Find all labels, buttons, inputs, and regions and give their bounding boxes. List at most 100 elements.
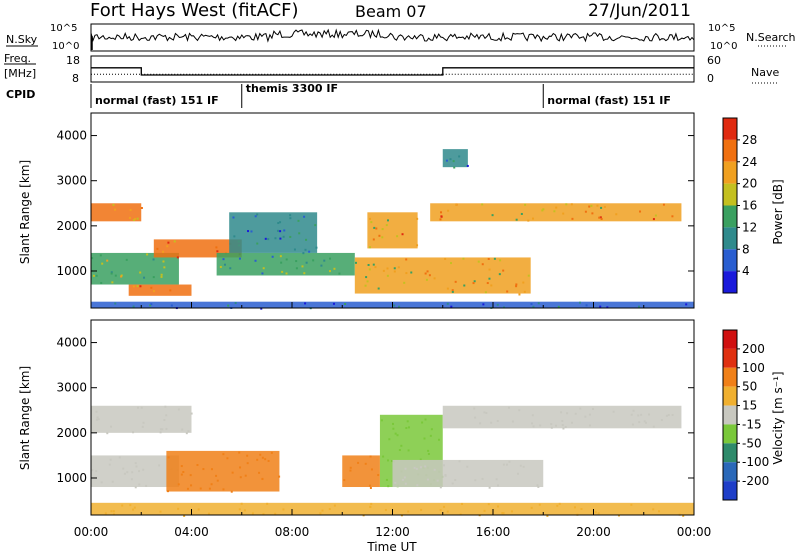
time-tick-label-2: 08:00	[275, 525, 310, 539]
cpid-segment-1: themis 3300 IF	[246, 82, 338, 95]
y-tick-label-3: 4000	[56, 129, 87, 143]
echo-speckle	[391, 460, 394, 463]
velocity-ylabel: Slant Range [km]	[18, 366, 32, 470]
echo-speckle	[246, 462, 249, 465]
echo-speckle	[561, 424, 564, 427]
echo-speckle	[497, 505, 500, 508]
echo-speckle	[424, 272, 427, 275]
echo-speckle	[372, 263, 375, 266]
echo-speckle	[386, 267, 389, 270]
echo-speckle	[274, 237, 277, 240]
echo-speckle	[208, 487, 211, 490]
echo-speckle	[454, 280, 457, 283]
echo-speckle	[132, 218, 135, 221]
echo-speckle	[180, 473, 183, 476]
echo-speckle	[573, 506, 576, 509]
echo-speckle	[560, 411, 563, 414]
echo-speckle	[562, 212, 565, 215]
echo-speckle	[648, 413, 651, 416]
echo-speckle	[407, 510, 410, 513]
echo-speckle	[145, 484, 148, 487]
echo-speckle	[486, 282, 489, 285]
echo-speckle	[280, 261, 283, 264]
echo-speckle	[369, 506, 372, 509]
echo-speckle	[97, 418, 100, 421]
noise-left-tick-bottom: 10^0	[52, 41, 79, 52]
echo-speckle	[588, 413, 591, 416]
echo-speckle	[100, 481, 103, 484]
echo-speckle	[293, 248, 296, 251]
echo-speckle	[450, 262, 453, 265]
echo-speckle	[498, 273, 501, 276]
echo-speckle	[216, 250, 219, 253]
echo-speckle	[440, 215, 443, 218]
echo-speckle	[436, 479, 439, 482]
power-axes: 1000 2000 3000 4000	[56, 129, 695, 308]
echo-speckle	[596, 204, 599, 207]
echo-speckle	[96, 416, 99, 419]
echo-speckle	[303, 272, 306, 275]
echo-speckle	[446, 510, 449, 513]
power-colorbar-tick-label-4: 12	[742, 220, 757, 234]
echo-speckle	[319, 512, 322, 515]
echo-region-4	[216, 252, 355, 276]
echo-region-9	[442, 149, 468, 168]
echo-speckle	[120, 275, 123, 278]
echo-speckle	[368, 246, 371, 249]
echo-speckle	[584, 415, 587, 418]
echo-speckle	[222, 453, 225, 456]
echo-speckle	[92, 274, 95, 277]
echo-speckle	[497, 484, 500, 487]
echo-speckle	[530, 506, 533, 509]
echo-speckle	[279, 237, 282, 240]
echo-speckle	[320, 264, 323, 267]
echo-speckle	[639, 210, 642, 213]
echo-speckle	[374, 266, 377, 269]
date-label: 27/Jun/2011	[588, 1, 691, 21]
echo-speckle	[152, 290, 155, 293]
echo-speckle	[477, 260, 480, 263]
echo-speckle	[366, 280, 369, 283]
echo-speckle	[406, 420, 409, 423]
echo-region-6	[354, 257, 531, 294]
echo-speckle	[487, 257, 490, 260]
echo-speckle	[579, 407, 582, 410]
echo-speckle	[138, 470, 141, 473]
echo-speckle	[261, 272, 264, 275]
echo-speckle	[132, 305, 135, 308]
echo-speckle	[132, 431, 135, 434]
echo-speckle	[424, 418, 427, 421]
echo-speckle	[501, 512, 504, 515]
echo-speckle	[333, 267, 336, 270]
echo-speckle	[502, 512, 505, 515]
echo-speckle	[632, 409, 635, 412]
echo-speckle	[139, 271, 142, 274]
echo-speckle	[140, 206, 143, 209]
echo-speckle	[270, 451, 273, 454]
velocity-colorbar-swatch-7	[723, 462, 737, 482]
echo-speckle	[472, 282, 475, 285]
echo-speckle	[444, 474, 447, 477]
echo-speckle	[451, 482, 454, 485]
echo-speckle	[574, 412, 577, 415]
echo-speckle	[256, 213, 259, 216]
echo-speckle	[186, 487, 189, 490]
echo-speckle	[256, 458, 259, 461]
y-tick-label-1: 2000	[56, 219, 87, 233]
echo-speckle	[488, 277, 491, 280]
echo-speckle	[110, 510, 113, 513]
echo-speckle	[561, 419, 564, 422]
y-tick-label-2: 3000	[56, 174, 87, 188]
echo-speckle	[267, 459, 270, 462]
power-colorbar-swatch-6	[723, 249, 737, 272]
echo-speckle	[496, 419, 499, 422]
echo-speckle	[289, 217, 292, 220]
echo-speckle	[183, 514, 186, 517]
echo-speckle	[125, 258, 128, 261]
echo-speckle	[277, 222, 280, 225]
echo-speckle	[282, 508, 285, 511]
echo-speckle	[381, 236, 384, 239]
echo-speckle	[377, 287, 380, 290]
echo-speckle	[123, 472, 126, 475]
echo-speckle	[580, 508, 583, 511]
